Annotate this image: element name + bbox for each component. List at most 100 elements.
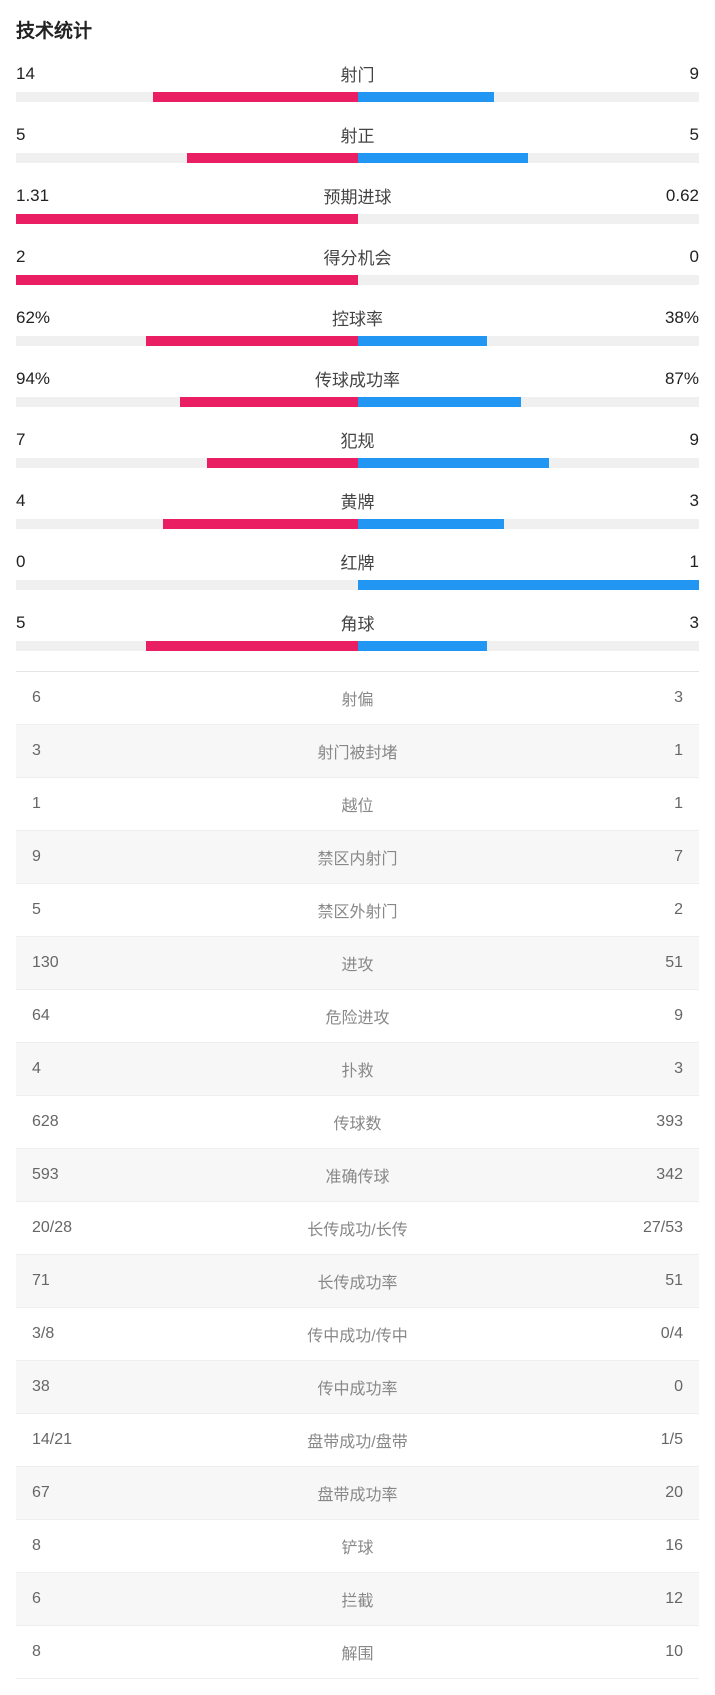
bar-stat-row: 4黄牌3 <box>16 488 699 529</box>
bar-half-home <box>16 336 358 346</box>
table-stat-home-value: 628 <box>32 1113 92 1131</box>
bar-stat-label: 传球成功率 <box>66 366 649 391</box>
bar-stat-away-value: 9 <box>649 64 699 84</box>
bar-stat-home-value: 7 <box>16 430 66 450</box>
bar-fill-away <box>358 580 700 590</box>
bar-stat-header: 14射门9 <box>16 61 699 86</box>
table-stat-home-value: 6 <box>32 689 92 707</box>
bar-stat-away-value: 1 <box>649 552 699 572</box>
bar-stat-row: 1.31预期进球0.62 <box>16 183 699 224</box>
bar-stat-row: 5角球3 <box>16 610 699 651</box>
bar-stat-header: 0红牌1 <box>16 549 699 574</box>
bar-half-away <box>358 275 700 285</box>
bar-fill-home <box>16 275 358 285</box>
bar-fill-away <box>358 397 522 407</box>
table-stat-row: 5禁区外射门2 <box>16 884 699 937</box>
bar-stat-home-value: 94% <box>16 369 66 389</box>
table-stat-home-value: 20/28 <box>32 1219 92 1237</box>
table-stat-label: 越位 <box>92 792 623 816</box>
table-stat-away-value: 1/5 <box>623 1431 683 1449</box>
bar-half-away <box>358 397 700 407</box>
table-stat-row: 8铲球16 <box>16 1520 699 1573</box>
table-stat-row: 14/21盘带成功/盘带1/5 <box>16 1414 699 1467</box>
bar-fill-away <box>358 641 488 651</box>
bar-fill-home <box>153 92 358 102</box>
table-stat-label: 禁区外射门 <box>92 898 623 922</box>
bar-fill-home <box>207 458 357 468</box>
table-stat-label: 禁区内射门 <box>92 845 623 869</box>
bar-stat-away-value: 0 <box>649 247 699 267</box>
table-stat-row: 71长传成功率51 <box>16 1255 699 1308</box>
bar-fill-away <box>358 458 549 468</box>
table-stat-home-value: 3 <box>32 742 92 760</box>
table-stat-label: 传球数 <box>92 1110 623 1134</box>
bar-stat-home-value: 0 <box>16 552 66 572</box>
bar-track <box>16 397 699 407</box>
bar-stat-label: 得分机会 <box>66 244 649 269</box>
bar-stat-header: 94%传球成功率87% <box>16 366 699 391</box>
table-stat-away-value: 393 <box>623 1113 683 1131</box>
bar-half-home <box>16 580 358 590</box>
table-stat-row: 9禁区内射门7 <box>16 831 699 884</box>
bar-stats-section: 14射门95射正51.31预期进球0.622得分机会062%控球率38%94%传… <box>16 61 699 651</box>
table-stat-home-value: 593 <box>32 1166 92 1184</box>
bar-half-away <box>358 214 700 224</box>
bar-stat-home-value: 62% <box>16 308 66 328</box>
bar-fill-home <box>180 397 358 407</box>
table-stat-away-value: 10 <box>623 1643 683 1661</box>
bar-track <box>16 336 699 346</box>
bar-half-away <box>358 153 700 163</box>
table-stat-home-value: 6 <box>32 1590 92 1608</box>
table-stat-away-value: 3 <box>623 689 683 707</box>
bar-half-away <box>358 336 700 346</box>
table-stat-away-value: 1 <box>623 742 683 760</box>
table-stat-row: 6射偏3 <box>16 672 699 725</box>
table-stat-row: 20/28长传成功/长传27/53 <box>16 1202 699 1255</box>
bar-stat-header: 4黄牌3 <box>16 488 699 513</box>
table-stat-home-value: 4 <box>32 1060 92 1078</box>
bar-stat-row: 94%传球成功率87% <box>16 366 699 407</box>
table-stat-home-value: 1 <box>32 795 92 813</box>
table-stat-away-value: 0 <box>623 1378 683 1396</box>
table-stat-away-value: 3 <box>623 1060 683 1078</box>
table-stat-away-value: 16 <box>623 1537 683 1555</box>
bar-fill-home <box>163 519 358 529</box>
table-stat-home-value: 71 <box>32 1272 92 1290</box>
table-stat-away-value: 0/4 <box>623 1325 683 1343</box>
bar-half-home <box>16 153 358 163</box>
bar-half-home <box>16 458 358 468</box>
bar-half-home <box>16 214 358 224</box>
table-stat-label: 传中成功率 <box>92 1375 623 1399</box>
table-stat-label: 射门被封堵 <box>92 739 623 763</box>
bar-fill-home <box>146 336 358 346</box>
bar-stat-label: 控球率 <box>66 305 649 330</box>
bar-stat-away-value: 9 <box>649 430 699 450</box>
section-title: 技术统计 <box>16 16 699 43</box>
bar-stat-header: 5射正5 <box>16 122 699 147</box>
table-stat-away-value: 12 <box>623 1590 683 1608</box>
bar-stat-header: 1.31预期进球0.62 <box>16 183 699 208</box>
bar-stat-away-value: 0.62 <box>649 186 699 206</box>
bar-stat-row: 14射门9 <box>16 61 699 102</box>
bar-stat-header: 5角球3 <box>16 610 699 635</box>
bar-fill-home <box>16 214 358 224</box>
table-stat-label: 盘带成功/盘带 <box>92 1428 623 1452</box>
table-stat-label: 准确传球 <box>92 1163 623 1187</box>
bar-half-away <box>358 458 700 468</box>
table-stat-home-value: 67 <box>32 1484 92 1502</box>
bar-stat-header: 7犯规9 <box>16 427 699 452</box>
table-stat-row: 593准确传球342 <box>16 1149 699 1202</box>
bar-track <box>16 214 699 224</box>
bar-stat-away-value: 5 <box>649 125 699 145</box>
table-stat-away-value: 51 <box>623 1272 683 1290</box>
table-stat-row: 3/8传中成功/传中0/4 <box>16 1308 699 1361</box>
bar-half-home <box>16 641 358 651</box>
table-stat-label: 盘带成功率 <box>92 1481 623 1505</box>
table-stat-home-value: 130 <box>32 954 92 972</box>
bar-fill-home <box>146 641 358 651</box>
bar-half-home <box>16 275 358 285</box>
bar-stat-header: 62%控球率38% <box>16 305 699 330</box>
bar-stat-label: 预期进球 <box>66 183 649 208</box>
bar-stat-home-value: 5 <box>16 125 66 145</box>
table-stats-section: 6射偏33射门被封堵11越位19禁区内射门75禁区外射门2130进攻5164危险… <box>16 672 699 1679</box>
